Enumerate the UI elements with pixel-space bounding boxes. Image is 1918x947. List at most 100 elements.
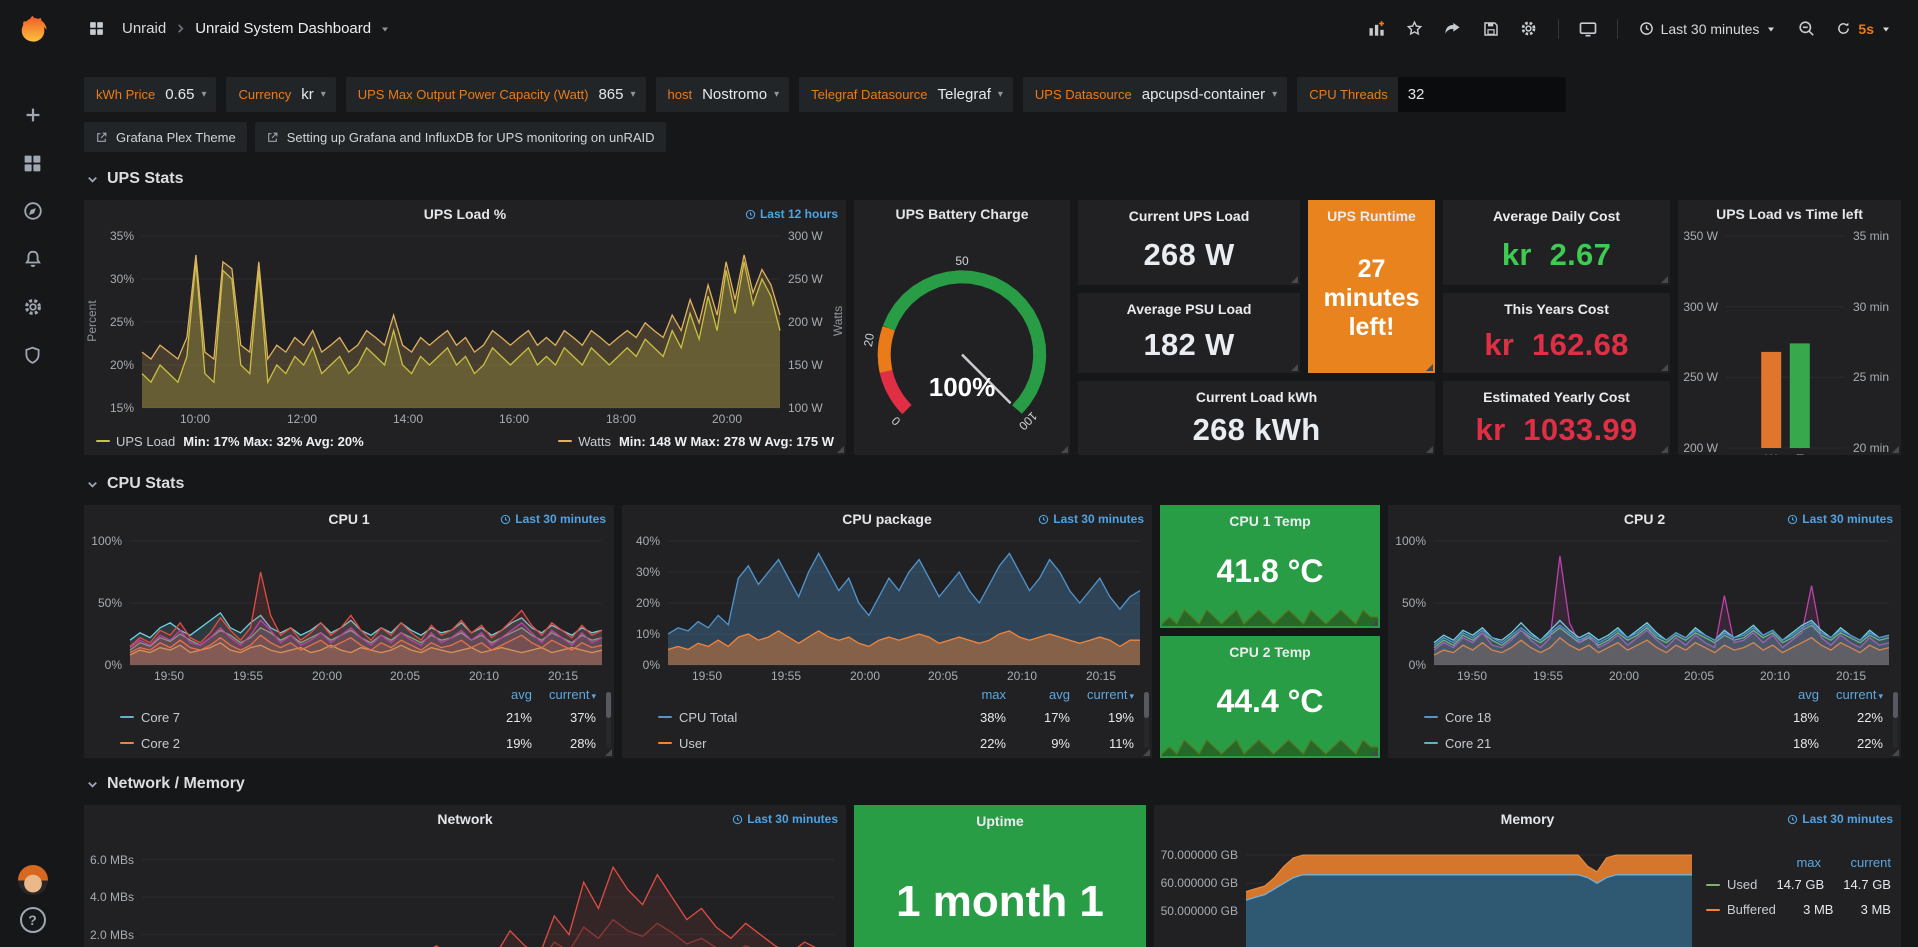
cpu-1-chart[interactable]: 100% 50% 0% 19:50 19:55 20:00 20:05 20:10 20:15 (84, 533, 614, 685)
axis-tick-label: 200 W (788, 315, 823, 329)
legend-column-current[interactable]: current (1850, 855, 1891, 870)
sidebar-item-alerting[interactable] (0, 235, 65, 283)
network-chart[interactable]: 6.0 MBs 4.0 MBs 2.0 MBs (84, 833, 846, 947)
zoom-out-button[interactable] (1789, 14, 1823, 44)
variable-telegraf-datasource: Telegraf Datasource Telegraf ▾ (799, 77, 1013, 112)
row-cpu-stats: CPU 1 Last 30 minutes 100% 50% 0% 19:50 19:5… (84, 505, 1901, 758)
share-button[interactable] (1436, 14, 1470, 44)
legend-scrollbar[interactable] (1144, 692, 1149, 748)
legend-column-max[interactable]: max (981, 687, 1006, 702)
legend-column-avg[interactable]: avg (1798, 687, 1819, 702)
panel-title[interactable]: UPS Battery Charge (895, 206, 1029, 222)
star-button[interactable] (1398, 14, 1432, 44)
axis-tick-label: 20:05 (1683, 669, 1715, 683)
panel-title[interactable]: CPU 2 Temp (1229, 643, 1311, 660)
axis-tick-label: 14:00 (392, 412, 424, 426)
ups-load-chart[interactable]: 35% 30% 25% 20% 15% 300 W 250 W 200 W 150 W 100 W… (84, 228, 846, 428)
legend-series-name[interactable]: User (679, 735, 707, 751)
panel-title[interactable]: CPU package (842, 511, 932, 527)
panel-title[interactable]: UPS Load % (423, 206, 507, 222)
dashboard-link[interactable]: Setting up Grafana and InfluxDB for UPS … (254, 122, 666, 152)
legend-scrollbar[interactable] (606, 692, 611, 748)
axis-tick-label: 20:05 (927, 669, 959, 683)
sidebar-item-dashboards[interactable] (0, 139, 65, 187)
add-panel-button[interactable] (1360, 14, 1394, 44)
dashboard-link[interactable]: Grafana Plex Theme (84, 122, 247, 152)
panel-uptime: Uptime 1 month 1 (854, 805, 1146, 947)
variable-kwh-price: kWh Price 0.65 ▾ (84, 77, 217, 112)
panel-title[interactable]: Average PSU Load (1126, 301, 1252, 317)
axis-tick-label: 250 W (788, 272, 823, 286)
variable-value[interactable]: 865 (598, 86, 624, 103)
plus-icon (26, 108, 39, 122)
legend-item[interactable]: UPS Load Min: 17% Max: 32% Avg: 20% (96, 434, 364, 449)
cpu-2-temp-sparkline (1161, 736, 1378, 756)
legend-column-current[interactable]: current ▾ (1836, 687, 1883, 702)
user-avatar[interactable] (17, 865, 48, 895)
ups-load-vs-time-chart[interactable]: WT 350 W 300 W 250 W 200 W 35 min 30 min 25 min… (1678, 228, 1901, 455)
legend-series-name[interactable]: Core 7 (141, 709, 181, 725)
cycle-view-button[interactable] (1571, 14, 1605, 44)
variable-value[interactable]: kr (301, 86, 314, 103)
sidebar-item-create[interactable] (0, 91, 65, 139)
memory-chart[interactable]: 70.000000 GB 60.000000 GB 50.000000 GB (1154, 833, 1706, 947)
legend-series-name[interactable]: Core 2 (141, 735, 181, 751)
panel-title[interactable]: CPU 2 (1623, 511, 1666, 527)
chevron-down-icon[interactable] (380, 24, 390, 34)
legend-column-avg[interactable]: avg (1049, 687, 1070, 702)
section-ups-stats[interactable]: UPS Stats (86, 170, 1901, 188)
legend-column-current[interactable]: current ▾ (1087, 687, 1134, 702)
legend-series-name[interactable]: Core 18 (1445, 709, 1492, 725)
dashboard-settings-button[interactable] (1512, 14, 1546, 44)
ups-mid-panels: Current UPS Load 268 W UPS Runtime 27 mi… (1078, 200, 1435, 455)
time-range-picker[interactable]: Last 30 minutes (1630, 21, 1786, 37)
legend-series-name[interactable]: Used (1727, 877, 1758, 892)
variable-value[interactable]: Telegraf (937, 86, 991, 103)
legend-value: 19% (1107, 709, 1134, 725)
sidebar-item-configuration[interactable] (0, 283, 65, 331)
panel-title[interactable]: Memory (1500, 811, 1555, 827)
gauge-tick-label: 20 (861, 332, 877, 348)
sidebar-item-explore[interactable] (0, 187, 65, 235)
save-button[interactable] (1474, 14, 1508, 44)
section-network-memory[interactable]: Network / Memory (86, 775, 1901, 793)
section-cpu-stats[interactable]: CPU Stats (86, 475, 1901, 493)
series-swatch (658, 742, 672, 744)
cpu-package-chart[interactable]: 40% 30% 20% 10% 0% 19:50 19:55 20:00 20:05 20:10 2… (622, 533, 1152, 685)
breadcrumb-folder[interactable]: Unraid (122, 20, 167, 37)
variable-input[interactable] (1397, 77, 1566, 112)
panel-title[interactable]: Network (437, 811, 493, 827)
legend-column-current[interactable]: current ▾ (549, 687, 596, 702)
panel-title[interactable]: Average Daily Cost (1492, 208, 1621, 224)
legend-item[interactable]: Watts Min: 148 W Max: 278 W Avg: 175 W (558, 434, 834, 449)
cpu-2-chart[interactable]: 100% 50% 0% 19:50 19:55 20:00 20:05 20:10 20:15 (1388, 533, 1901, 685)
axis-tick-label: 19:55 (770, 669, 802, 683)
panel-title[interactable]: CPU 1 (328, 511, 370, 527)
panel-title[interactable]: UPS Runtime (1327, 208, 1416, 224)
panel-title[interactable]: This Years Cost (1504, 301, 1609, 317)
variable-value[interactable]: 0.65 (165, 86, 195, 103)
panel-title[interactable]: UPS Load vs Time left (1716, 206, 1863, 222)
legend-value: 3 MB (1803, 902, 1834, 917)
panel-title[interactable]: Uptime (976, 813, 1024, 829)
legend-column-avg[interactable]: avg (511, 687, 532, 702)
variable-value[interactable]: apcupsd-container (1141, 86, 1266, 103)
series-swatch (558, 440, 573, 442)
panel-title[interactable]: CPU 1 Temp (1229, 513, 1311, 529)
panel-title[interactable]: Current Load kWh (1195, 389, 1318, 405)
legend-series-name[interactable]: Core 21 (1445, 735, 1492, 751)
variable-value[interactable]: Nostromo (702, 86, 768, 103)
legend-series-name[interactable]: Buffered (1727, 902, 1776, 917)
panel-title[interactable]: Estimated Yearly Cost (1483, 389, 1630, 405)
panel-title[interactable]: Current UPS Load (1128, 208, 1250, 224)
legend-series-name[interactable]: CPU Total (679, 709, 738, 725)
sidebar-item-server-admin[interactable] (0, 331, 65, 379)
grafana-logo[interactable] (14, 11, 52, 49)
legend-column-max[interactable]: max (1796, 855, 1821, 870)
refresh-picker[interactable]: 5s (1827, 21, 1900, 37)
sidebar-item-help[interactable]: ? (0, 905, 65, 935)
legend-scrollbar[interactable] (1893, 692, 1898, 748)
ups-battery-gauge[interactable]: 100% 0 20 50 100 (854, 228, 1070, 454)
breadcrumb-dashboard-title[interactable]: Unraid System Dashboard (195, 20, 372, 37)
dashboards-grid-icon[interactable] (79, 14, 113, 44)
